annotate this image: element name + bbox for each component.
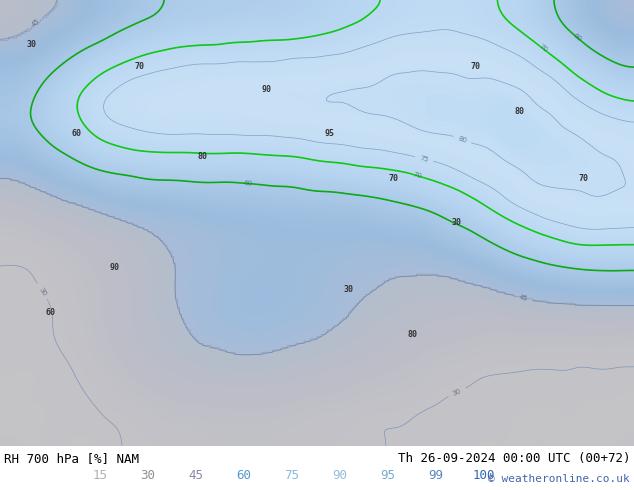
Text: 75: 75 <box>419 155 429 163</box>
Text: 95: 95 <box>325 129 335 138</box>
Text: 60: 60 <box>46 308 56 317</box>
Text: 70: 70 <box>538 43 548 53</box>
Text: 75: 75 <box>285 469 299 482</box>
Text: 80: 80 <box>407 330 417 339</box>
Text: 30: 30 <box>37 286 48 297</box>
Text: 90: 90 <box>332 469 347 482</box>
Text: 80: 80 <box>457 135 467 144</box>
Text: 95: 95 <box>380 469 396 482</box>
Text: 60: 60 <box>236 469 252 482</box>
Text: 45: 45 <box>519 294 529 302</box>
Text: 60: 60 <box>71 129 81 138</box>
Text: 70: 70 <box>578 174 588 183</box>
Text: 60: 60 <box>243 180 253 187</box>
Text: RH 700 hPa [%] NAM: RH 700 hPa [%] NAM <box>4 452 139 465</box>
Text: 90: 90 <box>261 85 271 94</box>
Text: 100: 100 <box>473 469 495 482</box>
Text: 30: 30 <box>141 469 155 482</box>
Text: 99: 99 <box>429 469 444 482</box>
Text: 80: 80 <box>198 151 208 161</box>
Text: 80: 80 <box>515 107 525 116</box>
Text: 45: 45 <box>31 18 41 28</box>
Text: 70: 70 <box>470 62 481 72</box>
Text: 90: 90 <box>109 263 119 272</box>
Text: 15: 15 <box>93 469 108 482</box>
Text: 70: 70 <box>413 172 423 180</box>
Text: 30: 30 <box>451 219 462 227</box>
Text: 60: 60 <box>571 32 582 42</box>
Text: 30: 30 <box>27 40 37 49</box>
Text: © weatheronline.co.uk: © weatheronline.co.uk <box>488 474 630 484</box>
Text: Th 26-09-2024 00:00 UTC (00+72): Th 26-09-2024 00:00 UTC (00+72) <box>398 452 630 465</box>
Text: 70: 70 <box>388 174 398 183</box>
Text: 30: 30 <box>344 285 354 294</box>
Text: 70: 70 <box>134 62 145 72</box>
Text: 45: 45 <box>188 469 204 482</box>
Text: 30: 30 <box>451 388 462 397</box>
